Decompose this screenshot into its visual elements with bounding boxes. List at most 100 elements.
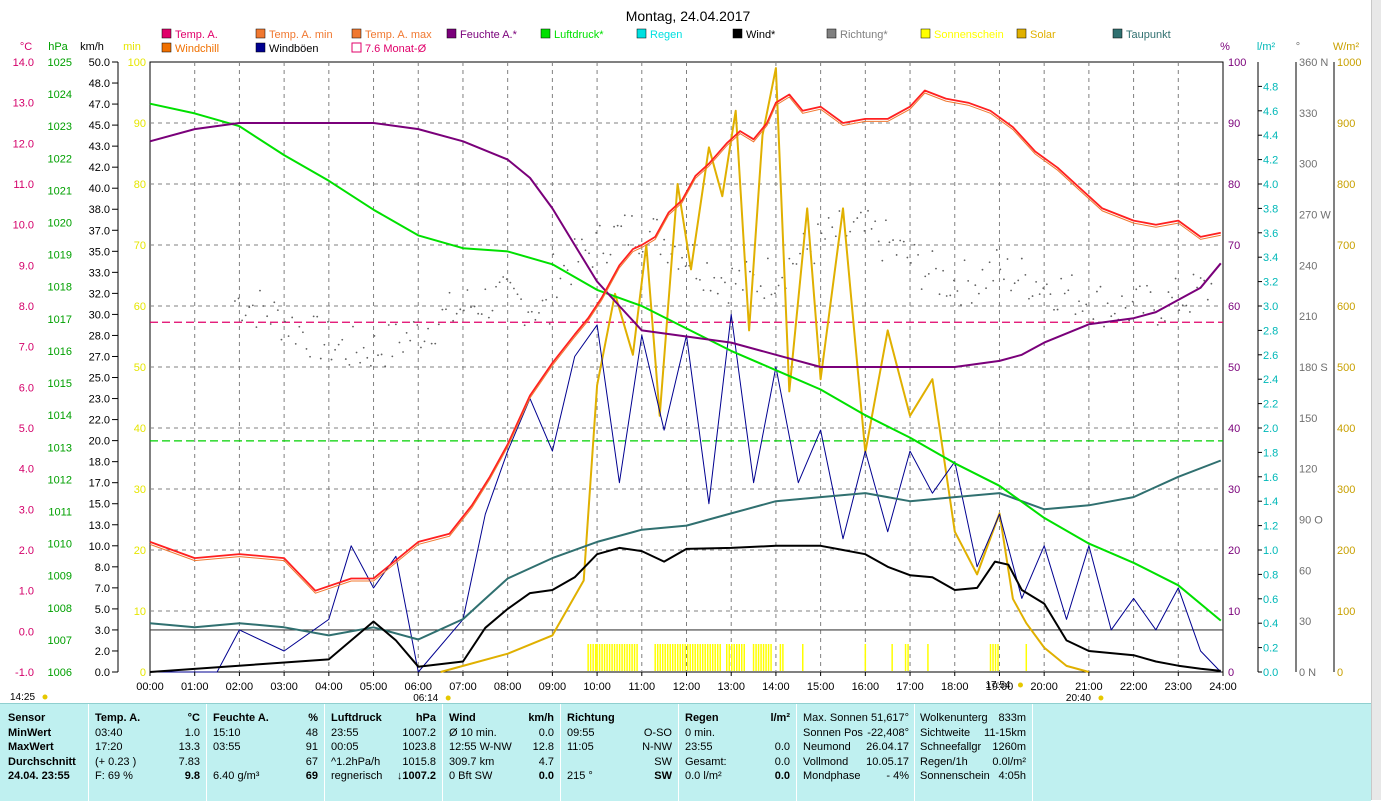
sun-tick: 40: [134, 423, 146, 435]
humidity-tick: 90: [1228, 118, 1240, 130]
temp-unit: °C: [187, 712, 200, 724]
direction-dot: [1149, 291, 1152, 293]
direction-dot: [1146, 284, 1148, 287]
direction-dot: [294, 342, 297, 345]
direction-dot: [745, 260, 748, 263]
direction-dot: [613, 225, 615, 228]
direction-dot: [477, 312, 480, 315]
sun-tick: 100: [128, 57, 146, 69]
pressure-tick: 1015: [48, 378, 72, 390]
wind-tick: 20.0: [89, 436, 110, 448]
direction-dot: [495, 285, 497, 288]
sun-icon: [42, 694, 48, 700]
pressure-tick: 1018: [48, 282, 72, 294]
statistics-panel: Sensor MinWert MaxWert Durchschnitt 24.0…: [0, 703, 1371, 801]
direction-dot: [1174, 277, 1177, 280]
pressure-tick: 1016: [48, 346, 72, 358]
axis-unit-label: min: [123, 41, 141, 53]
direction-dot: [963, 259, 966, 262]
snowline-value: 1260m: [992, 741, 1026, 753]
x-tick: 13:00: [717, 681, 745, 693]
direction-dot: [691, 244, 694, 246]
direction-dot: [913, 243, 916, 246]
direction-dot: [466, 289, 469, 291]
wind-tick: 2.0: [95, 646, 110, 658]
x-tick: 00:00: [136, 681, 164, 693]
rain-header: Regen: [685, 712, 719, 724]
direction-dot: [838, 210, 841, 212]
direction-dot: [910, 262, 912, 264]
wind-tick: 15.0: [89, 499, 110, 511]
solar-tick: 700: [1337, 240, 1355, 252]
direction-dot: [999, 268, 1002, 271]
legend-swatch: [636, 28, 647, 39]
legend-label: Richtung*: [840, 29, 888, 41]
sun-tick: 10: [134, 606, 146, 618]
direction-dot: [1038, 293, 1041, 296]
legend-label: Sonnenschein: [934, 29, 1004, 41]
series-luftdruck-: [149, 102, 1222, 622]
direction-dot: [269, 323, 272, 325]
direction-dot: [1088, 321, 1091, 324]
direction-dot: [766, 257, 769, 260]
sun-icon: [1098, 695, 1104, 701]
solar-tick: 600: [1337, 301, 1355, 313]
axis-unit-label: km/h: [80, 41, 104, 53]
wind-tick: 5.0: [95, 604, 110, 616]
legend-swatch: [732, 28, 743, 39]
time-marker-label: 17:54: [985, 680, 1010, 691]
direction-dot: [409, 339, 412, 342]
direction-dot: [373, 335, 376, 337]
direction-dot: [663, 238, 666, 241]
temp-tick: 6.0: [19, 382, 34, 394]
new-moon-value: 26.04.17: [866, 741, 909, 753]
direction-dot: [1031, 295, 1034, 297]
direction-dot: [777, 284, 780, 287]
direction-dot: [956, 290, 959, 292]
legend-swatch: [161, 42, 172, 53]
sun-max-label: Max. Sonnen: [803, 712, 868, 724]
direction-tick: 120: [1299, 464, 1317, 476]
direction-dot: [480, 313, 483, 315]
wind-max-time: 12:55 W-NW: [449, 741, 512, 753]
direction-dot: [1113, 312, 1116, 315]
sun-tick: 50: [134, 362, 146, 374]
direction-dot: [1153, 309, 1156, 311]
direction-dot: [856, 217, 859, 219]
direction-dot: [931, 250, 934, 252]
direction-dot: [384, 365, 387, 368]
vertical-scrollbar[interactable]: [1371, 0, 1381, 800]
humidity-tick: 100: [1228, 57, 1246, 69]
direction-dot: [487, 316, 490, 319]
direction-dot: [995, 249, 998, 251]
direction-dot: [1181, 304, 1184, 307]
direction-dot: [759, 285, 762, 287]
wind-tick: 25.0: [89, 373, 110, 385]
direction-dot: [1156, 323, 1159, 326]
legend: Temp. A. Temp. A. min Temp. A. max Feuchte …: [161, 28, 1171, 55]
wind-unit: km/h: [528, 712, 554, 724]
direction-tick: 210: [1299, 311, 1317, 323]
direction-dot: [1185, 304, 1188, 307]
rain-max-value: 0.0: [774, 741, 790, 753]
x-tick: 10:00: [583, 681, 611, 693]
humidity-tick: 20: [1228, 545, 1240, 557]
legend-label: Luftdruck*: [554, 29, 604, 41]
legend-label: Feuchte A.*: [460, 29, 518, 41]
direction-dot: [656, 218, 658, 221]
legend-label: Regen: [650, 29, 682, 41]
direction-dot: [319, 357, 322, 360]
temp-tick: 12.0: [13, 138, 34, 150]
direction-dot: [817, 223, 819, 226]
direction-dot: [420, 346, 422, 349]
wind-tick: 3.0: [95, 625, 110, 637]
humidity-min-value: 48: [305, 726, 318, 739]
humidity-header: Feuchte A.: [213, 712, 269, 724]
wind-tick: 42.0: [89, 162, 110, 174]
direction-dot: [1121, 295, 1123, 298]
rain-tick: 3.4: [1263, 252, 1278, 264]
direction-dot: [1013, 282, 1016, 285]
humidity-max-value: 91: [305, 741, 318, 753]
rain-column: Regen l/m² 0 min. 23:55 0.0 Gesamt: 0.0 0.0…: [685, 711, 790, 784]
direction-dot: [237, 297, 240, 300]
